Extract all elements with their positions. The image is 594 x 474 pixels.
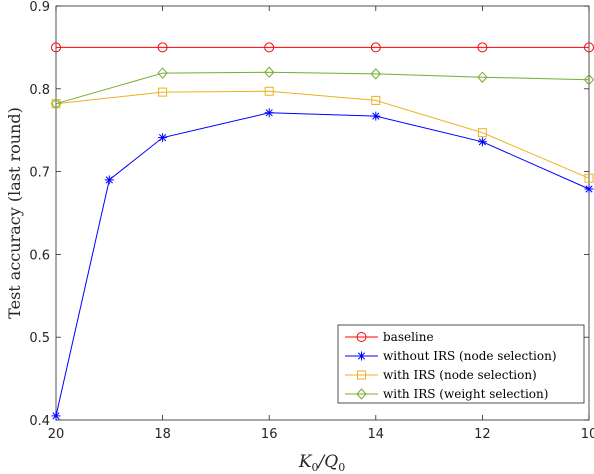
data-point — [584, 173, 594, 183]
data-point — [264, 86, 274, 96]
data-point — [264, 66, 275, 78]
data-point — [583, 73, 594, 86]
data-point — [264, 108, 274, 118]
data-point — [264, 42, 275, 53]
x-axis-label-sub-1: 0 — [312, 461, 319, 474]
data-point — [51, 411, 61, 421]
y-tick-label: 0.8 — [29, 83, 50, 98]
legend-items: baseline without IRS (node selection) with… — [345, 330, 557, 401]
y-tick-label: 0.7 — [29, 166, 50, 181]
x-tick-label: 18 — [154, 427, 171, 442]
data-point — [371, 95, 381, 105]
x-tick-label: 12 — [474, 427, 491, 442]
x-tick-label: 14 — [368, 427, 385, 442]
x-tick-label: 10 — [581, 427, 594, 442]
data-point — [477, 137, 487, 147]
y-axis-label: Test accuracy (last round) — [5, 107, 24, 319]
data-point — [477, 128, 487, 138]
x-axis-label-q: /Q — [317, 452, 339, 472]
y-tick-label: 0.6 — [29, 248, 50, 263]
x-tick-label: 20 — [48, 427, 65, 442]
y-tick-label: 0.9 — [29, 0, 50, 15]
data-point — [370, 68, 381, 80]
data-series — [50, 42, 594, 421]
legend-marker — [356, 388, 367, 400]
data-point — [371, 111, 381, 121]
legend-label: baseline — [383, 330, 434, 344]
data-point — [584, 184, 594, 194]
data-point — [477, 71, 488, 83]
data-point — [370, 42, 381, 53]
data-point — [157, 42, 168, 53]
x-axis-label-sub-2: 0 — [338, 461, 345, 474]
legend-marker — [356, 332, 367, 342]
legend-label: with IRS (weight selection) — [383, 387, 548, 401]
data-point — [157, 67, 168, 79]
data-point — [477, 42, 488, 53]
series-asterisk — [51, 108, 594, 421]
legend-marker — [357, 351, 366, 361]
legend-label: with IRS (node selection) — [383, 368, 537, 382]
y-tick-label: 0.4 — [29, 414, 50, 429]
legend-label: without IRS (node selection) — [383, 349, 557, 363]
data-point — [158, 133, 168, 143]
x-axis-label: K0/Q0 — [298, 452, 345, 474]
axis-ticks: 20 18 16 14 12 10 0.4 0.5 0.6 0.7 0.8 0.9 — [29, 0, 594, 442]
data-point — [158, 87, 168, 97]
data-point — [50, 97, 62, 110]
data-point — [51, 42, 61, 53]
series-diamond — [50, 66, 594, 110]
legend: baseline without IRS (node selection) with… — [337, 324, 585, 404]
legend-marker — [357, 370, 366, 380]
y-tick-label: 0.5 — [29, 331, 50, 346]
series-line — [55, 71, 590, 105]
x-axis-label-k: K — [298, 452, 313, 472]
series-line — [55, 90, 590, 179]
series-square — [51, 86, 594, 183]
x-tick-label: 16 — [261, 427, 278, 442]
legend-box — [337, 324, 585, 404]
data-point — [104, 175, 114, 185]
